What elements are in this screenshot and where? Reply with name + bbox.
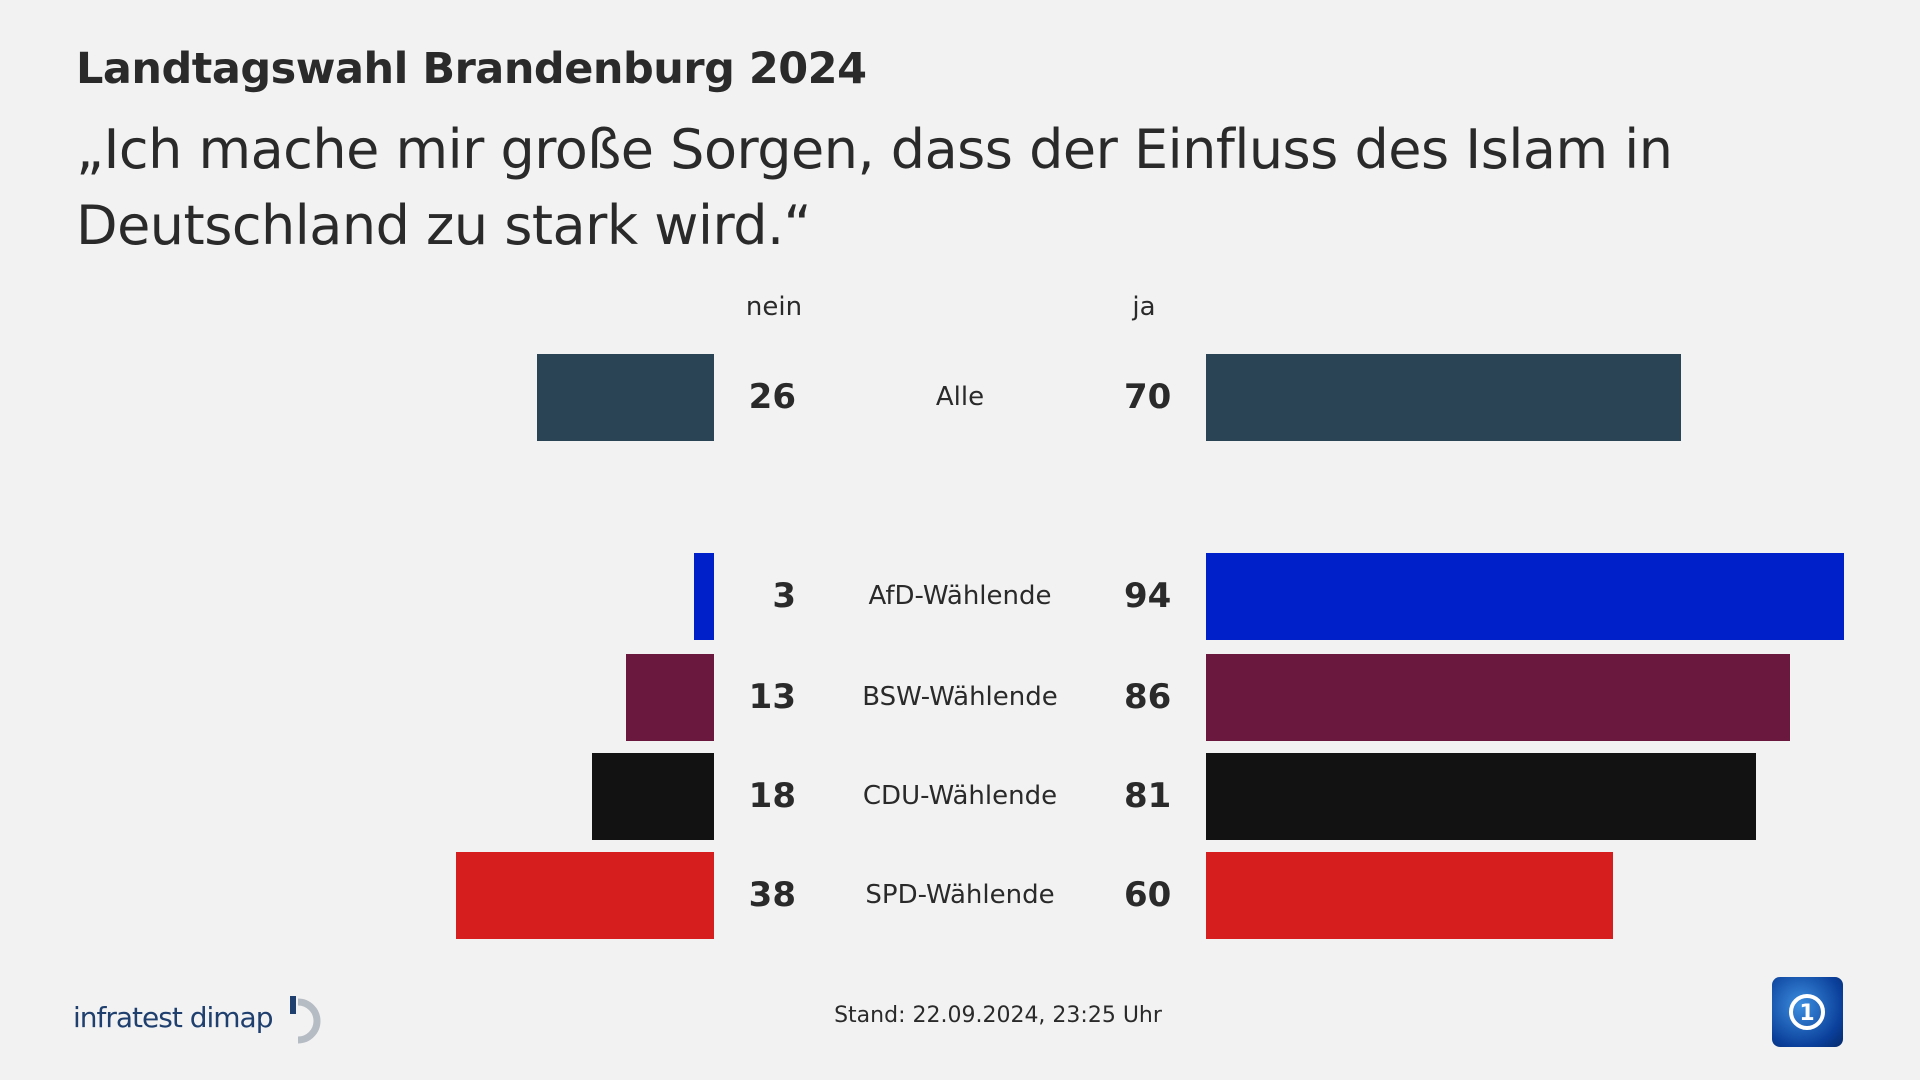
value-ja: 60: [1124, 875, 1172, 915]
category-label: CDU-Wählende: [862, 781, 1058, 811]
bar-ja: [1206, 752, 1756, 840]
bar-ja: [1206, 653, 1790, 741]
stand-timestamp: Stand: 22.09.2024, 23:25 Uhr: [834, 1003, 1162, 1028]
bar-ja: [1206, 353, 1682, 441]
header-nein: nein: [745, 292, 803, 322]
value-nein: 3: [772, 576, 796, 616]
bar-ja: [1206, 552, 1845, 640]
value-nein: 18: [748, 776, 796, 816]
value-ja: 94: [1124, 576, 1172, 616]
bar-nein: [537, 353, 714, 441]
ard-das-erste-icon: 1: [1772, 977, 1843, 1047]
chart-title: Landtagswahl Brandenburg 2024: [76, 44, 867, 94]
value-ja: 70: [1124, 377, 1172, 417]
logo-text: infratest dimap: [73, 1001, 273, 1034]
svg-text:1: 1: [1799, 1001, 1814, 1026]
value-ja: 86: [1124, 677, 1172, 717]
infratest-dimap-logo-icon: [290, 996, 321, 1044]
bar-nein: [693, 552, 714, 640]
chart-subtitle: „Ich mache mir große Sorgen, dass der Ei…: [76, 118, 1673, 257]
category-label: Alle: [935, 382, 985, 412]
header-ja: ja: [1132, 292, 1156, 322]
value-nein: 26: [748, 377, 796, 417]
infratest-dimap-logo: infratest dimap: [73, 994, 330, 1044]
bar-nein: [625, 653, 714, 741]
category-label: BSW-Wählende: [862, 682, 1058, 712]
bar-ja: [1206, 851, 1614, 939]
category-label: SPD-Wählende: [865, 880, 1055, 910]
bar-nein: [455, 851, 714, 939]
value-nein: 38: [748, 875, 796, 915]
bar-nein: [591, 752, 714, 840]
value-nein: 13: [748, 677, 796, 717]
value-ja: 81: [1124, 776, 1172, 816]
category-label: AfD-Wählende: [868, 581, 1052, 611]
